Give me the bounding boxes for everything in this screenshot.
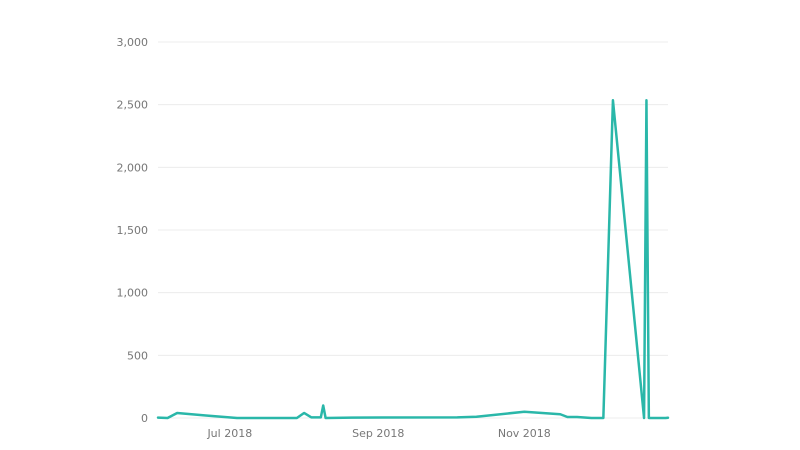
x-tick-label: Nov 2018 [498, 427, 551, 440]
y-tick-label: 500 [127, 349, 148, 362]
series-line-0 [156, 99, 670, 420]
x-tick-label: Sep 2018 [352, 427, 404, 440]
y-axis-tick-labels: 0 500 1,000 1,500 2,000 2,500 3,000 [117, 36, 149, 425]
y-tick-label: 2,000 [117, 161, 149, 174]
y-tick-label: 1,500 [117, 224, 149, 237]
y-tick-label: 3,000 [117, 36, 149, 49]
x-tick-label: Jul 2018 [206, 427, 252, 440]
grid-lines [158, 41, 668, 419]
series-layer [156, 99, 670, 420]
y-tick-label: 1,000 [117, 287, 149, 300]
x-axis-tick-labels: Jul 2018 Sep 2018 Nov 2018 [206, 427, 550, 440]
y-tick-label: 0 [141, 412, 148, 425]
y-tick-label: 2,500 [117, 99, 149, 112]
